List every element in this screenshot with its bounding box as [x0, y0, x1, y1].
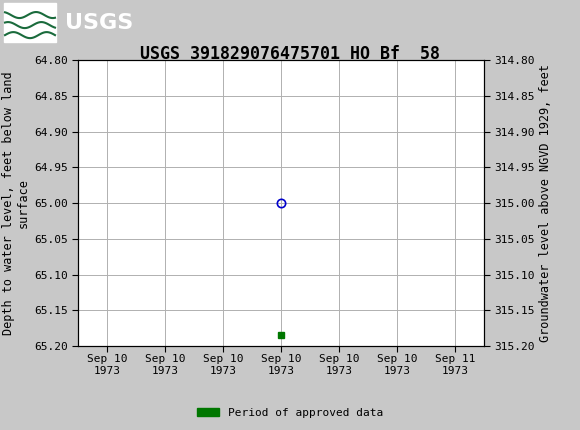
Text: USGS: USGS	[65, 13, 133, 33]
Y-axis label: Groundwater level above NGVD 1929, feet: Groundwater level above NGVD 1929, feet	[539, 64, 552, 342]
Text: USGS 391829076475701 HO Bf  58: USGS 391829076475701 HO Bf 58	[140, 45, 440, 63]
FancyBboxPatch shape	[4, 3, 56, 42]
Y-axis label: Depth to water level, feet below land
surface: Depth to water level, feet below land su…	[2, 71, 30, 335]
Legend: Period of approved data: Period of approved data	[193, 403, 387, 422]
